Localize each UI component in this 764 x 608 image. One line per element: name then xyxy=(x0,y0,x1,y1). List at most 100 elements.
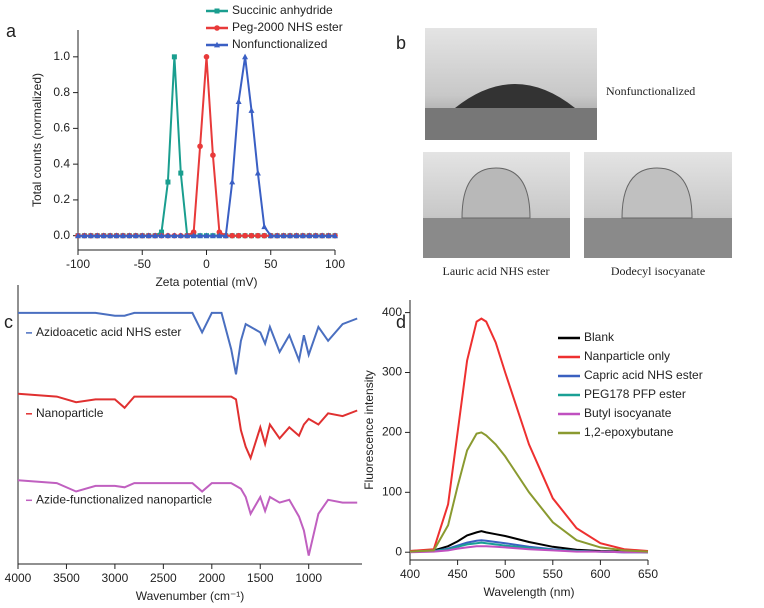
marker xyxy=(113,232,120,239)
y-tick-label: 0.4 xyxy=(53,156,70,170)
photo-label: Lauric acid NHS ester xyxy=(443,264,550,278)
marker xyxy=(306,232,313,239)
marker xyxy=(287,232,294,239)
marker xyxy=(254,169,261,176)
marker xyxy=(267,232,274,239)
panel-label: d xyxy=(396,312,406,332)
legend-label: Butyl isocyanate xyxy=(584,406,672,420)
marker xyxy=(216,229,223,235)
marker xyxy=(261,232,268,239)
marker xyxy=(81,232,88,239)
x-tick-label: 400 xyxy=(400,567,420,581)
marker xyxy=(229,178,236,185)
marker xyxy=(145,232,152,239)
marker xyxy=(280,232,287,239)
y-tick-label: 100 xyxy=(382,484,402,498)
marker xyxy=(190,229,197,235)
y-tick-label: 0.6 xyxy=(53,121,70,135)
marker xyxy=(242,232,248,239)
y-axis-label: Total counts (normalized) xyxy=(30,73,44,207)
panel-label: c xyxy=(4,312,13,332)
series-line xyxy=(78,56,335,237)
y-tick-label: 0 xyxy=(395,544,402,558)
marker xyxy=(242,53,249,60)
marker xyxy=(229,232,235,239)
y-tick-label: 400 xyxy=(382,305,402,319)
marker xyxy=(222,232,229,239)
x-tick-label: 450 xyxy=(448,567,468,581)
marker xyxy=(75,232,81,239)
marker xyxy=(235,232,242,239)
series-line xyxy=(409,431,649,553)
y-tick-label: 0.2 xyxy=(53,192,70,206)
marker xyxy=(235,98,242,104)
x-tick-label: -50 xyxy=(134,257,152,271)
marker xyxy=(214,8,220,14)
legend-label: Nanoparticle xyxy=(36,406,104,420)
series-line xyxy=(17,392,358,461)
photo xyxy=(423,152,570,258)
legend-label: Capric acid NHS ester xyxy=(584,368,703,382)
marker xyxy=(197,232,204,239)
x-tick-label: 100 xyxy=(325,257,345,271)
y-tick-label: 1.0 xyxy=(53,49,70,63)
legend-label: 1,2-epoxybutane xyxy=(584,425,674,439)
marker xyxy=(214,41,220,48)
marker xyxy=(100,232,107,239)
marker xyxy=(209,232,216,239)
marker xyxy=(203,232,210,239)
marker xyxy=(312,232,319,239)
panel-label: b xyxy=(396,33,406,53)
photo xyxy=(425,28,597,140)
photo-label: Nonfunctionalized xyxy=(606,84,695,98)
y-tick-label: 0.0 xyxy=(53,228,70,242)
series-line xyxy=(18,311,358,375)
marker xyxy=(171,232,178,239)
x-tick-label: 650 xyxy=(638,567,658,581)
legend-label: PEG178 PFP ester xyxy=(584,387,686,401)
marker xyxy=(274,232,281,239)
x-tick-label: 1500 xyxy=(247,571,274,585)
x-tick-label: 600 xyxy=(590,567,610,581)
marker xyxy=(190,232,197,239)
legend-label: Succinic anhydride xyxy=(232,3,333,17)
x-axis-label: Wavelength (nm) xyxy=(484,585,575,599)
photo-label: Dodecyl isocyanate xyxy=(611,264,705,278)
marker xyxy=(94,232,101,239)
x-tick-label: 550 xyxy=(543,567,563,581)
marker xyxy=(261,223,268,230)
marker xyxy=(299,232,306,239)
marker xyxy=(171,54,177,60)
marker xyxy=(248,232,255,239)
photo xyxy=(584,152,732,258)
legend-label: Nanparticle only xyxy=(584,349,670,363)
marker xyxy=(178,170,184,176)
x-tick-label: 0 xyxy=(203,257,210,271)
marker xyxy=(119,232,126,239)
x-tick-label: 2500 xyxy=(150,571,177,585)
legend-label: Nonfunctionalized xyxy=(232,37,327,51)
marker xyxy=(158,232,165,239)
marker xyxy=(248,107,255,113)
marker xyxy=(132,232,139,239)
x-tick-label: -100 xyxy=(66,257,90,271)
marker xyxy=(216,232,223,239)
marker xyxy=(87,232,94,239)
marker xyxy=(159,229,165,235)
marker xyxy=(319,232,326,239)
series-line xyxy=(17,479,358,556)
marker xyxy=(139,232,146,239)
marker xyxy=(152,232,159,239)
marker xyxy=(107,232,114,239)
x-tick-label: 3500 xyxy=(53,571,80,585)
series-line xyxy=(409,317,649,552)
panel-label: a xyxy=(6,21,17,41)
marker xyxy=(203,54,210,60)
series-line xyxy=(409,545,648,554)
x-tick-label: 500 xyxy=(495,567,515,581)
y-tick-label: 200 xyxy=(382,425,402,439)
series-line xyxy=(78,56,335,237)
marker xyxy=(214,25,220,31)
x-axis-label: Zeta potential (mV) xyxy=(155,275,257,289)
